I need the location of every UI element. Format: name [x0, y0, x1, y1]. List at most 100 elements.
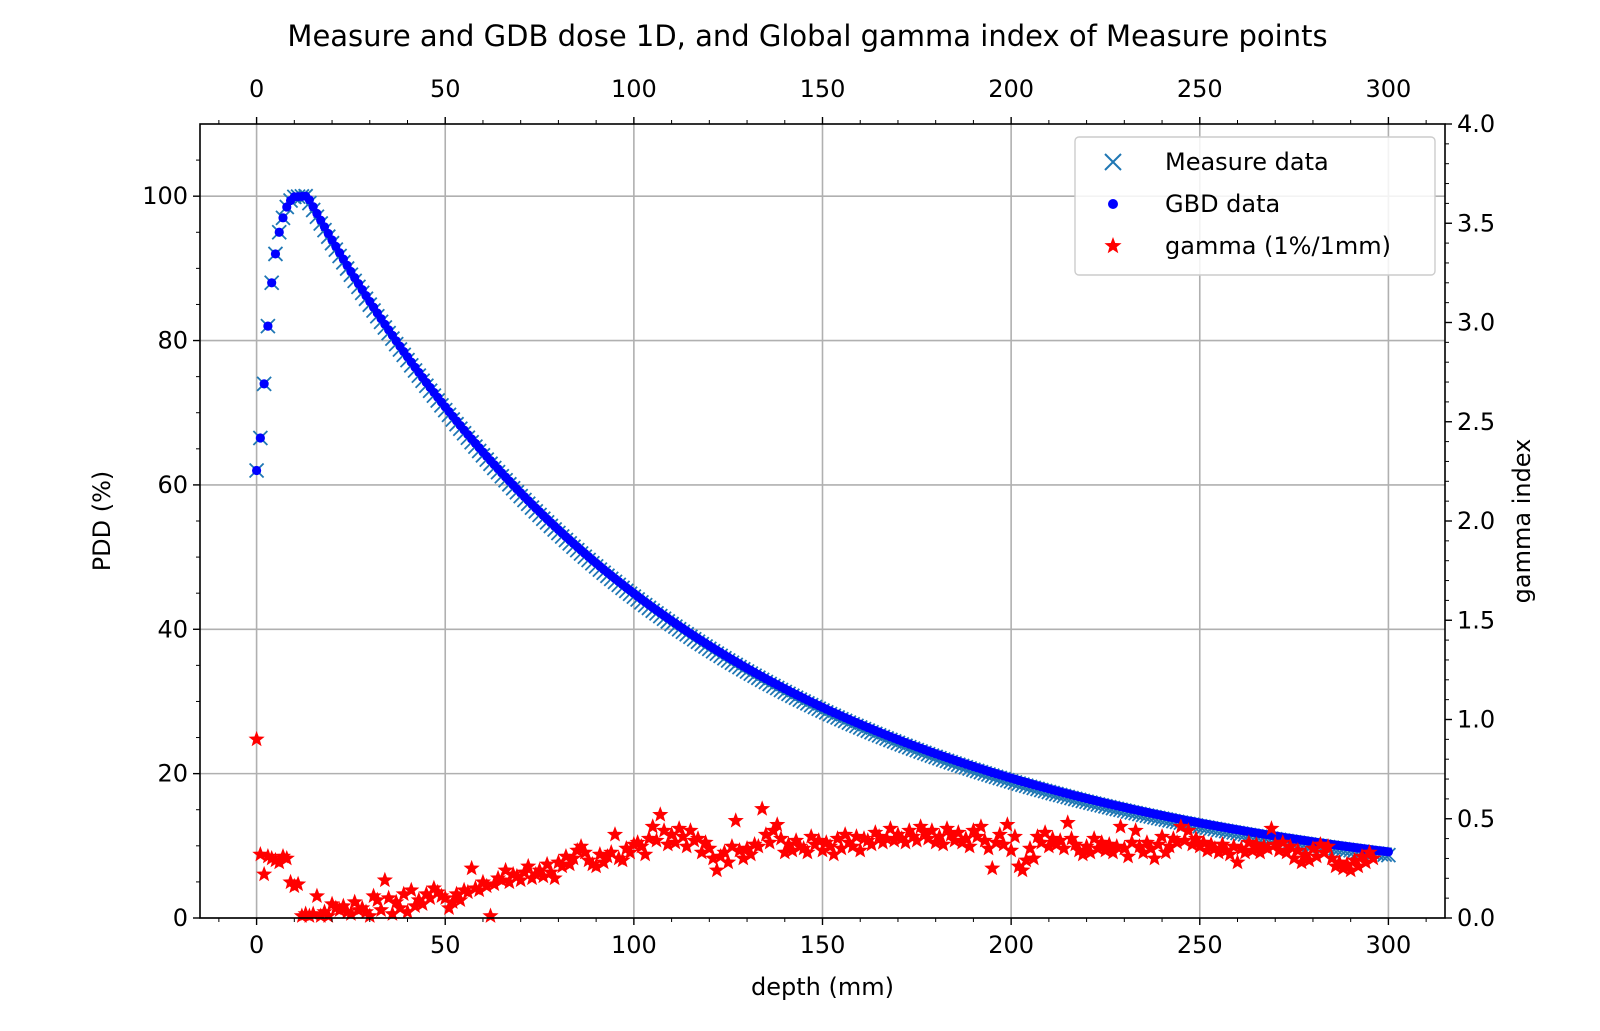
gamma-data-point	[365, 887, 382, 904]
gamma-data-point	[1055, 840, 1073, 856]
gamma-data-point	[448, 885, 465, 902]
legend-label: gamma (1%/1mm)	[1165, 232, 1391, 260]
gamma-data-point	[821, 838, 839, 854]
gamma-data-point	[357, 903, 375, 919]
gamma-data-point	[625, 836, 642, 852]
gamma-data-point	[501, 873, 518, 890]
gamma-data-point	[723, 838, 741, 854]
gamma-data-point	[837, 826, 854, 842]
gamma-data-point	[1240, 834, 1257, 850]
gamma-data-point	[1078, 838, 1095, 854]
gamma-data-point	[1150, 836, 1167, 852]
gamma-data-point	[980, 840, 997, 856]
gamma-data-point	[1225, 838, 1242, 854]
gamma-data-point	[1142, 840, 1159, 856]
gamma-data-point	[1029, 828, 1046, 844]
gamma-data-point	[474, 873, 492, 890]
gamma-data-point	[976, 832, 993, 848]
gamma-data-point	[705, 849, 722, 866]
gamma-data-point	[663, 826, 680, 842]
gamma-data-point	[829, 830, 846, 846]
gamma-data-point	[452, 891, 469, 908]
gamma-data-point	[648, 832, 665, 848]
gamma-data-point	[1259, 840, 1276, 856]
gamma-data-point	[852, 842, 869, 858]
gamma-data-point	[1236, 844, 1254, 860]
gamma-data-point	[335, 897, 352, 913]
gamma-data-point	[301, 907, 318, 923]
gamma-data-point	[754, 800, 771, 816]
gamma-data-point	[591, 845, 608, 862]
y2-tick-label: 1.5	[1457, 606, 1495, 634]
gamma-data-point	[803, 828, 820, 844]
gamma-data-point	[1331, 853, 1348, 870]
gamma-data-point	[1312, 836, 1329, 852]
gamma-data-point	[1297, 845, 1314, 862]
gamma-data-point	[1289, 842, 1306, 858]
gbd-data-point	[251, 465, 262, 476]
legend-marker-gbd	[1108, 199, 1118, 209]
gamma-data-point	[1037, 824, 1054, 840]
gbd-data-point	[263, 321, 273, 331]
gamma-data-point	[391, 899, 409, 915]
gamma-data-point	[535, 867, 552, 884]
gbd-data-point	[312, 208, 322, 219]
gamma-data-point	[1187, 830, 1205, 846]
gamma-data-point	[659, 836, 676, 852]
gamma-data-point	[674, 828, 691, 844]
gamma-data-point	[984, 859, 1001, 876]
gamma-data-point	[493, 871, 510, 888]
gamma-data-point	[278, 849, 295, 866]
legend-box	[1074, 136, 1436, 276]
gamma-data-point	[346, 893, 363, 909]
gamma-data-point	[1282, 838, 1299, 854]
gamma-data-point	[323, 895, 341, 911]
gamma-data-point	[1180, 822, 1197, 838]
y2-tick-label: 3.0	[1457, 309, 1495, 337]
gamma-data-point	[780, 836, 797, 852]
gamma-data-point	[769, 816, 786, 832]
gamma-data-point	[1176, 832, 1193, 848]
gamma-data-point	[1153, 828, 1171, 844]
gamma-data-point	[618, 840, 635, 856]
x-tick-label: 250	[1177, 931, 1223, 959]
gamma-data-point	[1353, 847, 1371, 864]
gamma-data-point	[644, 818, 661, 834]
gamma-data-point	[750, 838, 767, 854]
gamma-data-point	[931, 828, 948, 844]
gamma-data-point	[1033, 834, 1050, 850]
gamma-data-point	[1093, 834, 1110, 850]
gamma-data-point	[727, 812, 744, 828]
gamma-data-point	[1365, 849, 1382, 866]
gamma-data-point	[901, 822, 918, 838]
gamma-data-point	[742, 845, 759, 862]
gamma-data-point	[361, 907, 378, 923]
gamma-data-point	[1040, 838, 1057, 854]
gamma-data-point	[482, 907, 499, 923]
gamma-data-point	[1082, 844, 1099, 860]
gamma-data-point	[1319, 838, 1337, 854]
gamma-data-point	[376, 871, 393, 888]
gamma-data-point	[1229, 853, 1246, 870]
y2-tick-label: 1.0	[1457, 706, 1495, 734]
plot-area	[248, 188, 1397, 923]
x-top-tick-label: 0	[249, 75, 264, 103]
gamma-data-point	[637, 845, 654, 862]
gamma-data-point	[256, 865, 273, 882]
x-tick-label: 150	[800, 931, 846, 959]
gbd-data-point	[267, 278, 277, 288]
gamma-data-point	[308, 887, 326, 904]
gamma-data-point	[1131, 838, 1148, 854]
gamma-data-point	[1210, 844, 1227, 860]
gamma-data-point	[912, 818, 929, 834]
gamma-data-point	[848, 828, 865, 844]
gamma-data-point	[1206, 840, 1223, 856]
legend-marker-measure	[1104, 153, 1122, 171]
gamma-data-point	[678, 838, 695, 854]
gamma-data-point	[399, 903, 416, 919]
gamma-data-point	[655, 822, 673, 838]
gamma-data-point	[810, 832, 827, 848]
gamma-data-point	[814, 842, 831, 858]
x-tick-label: 50	[430, 931, 461, 959]
